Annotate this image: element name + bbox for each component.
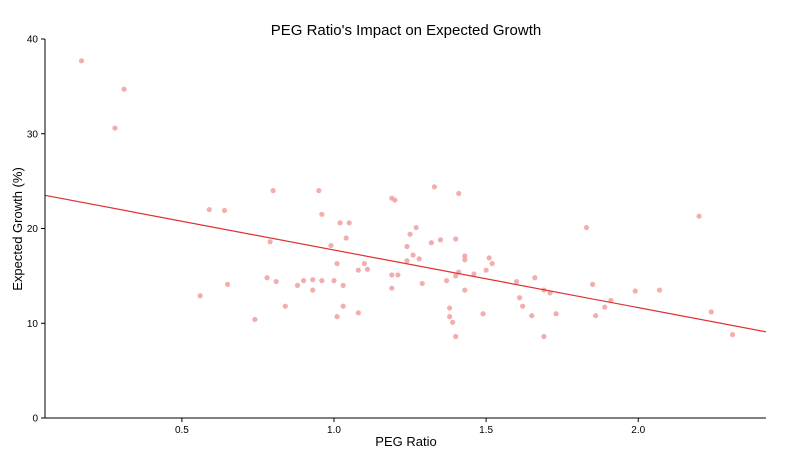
data-point [364,266,371,272]
data-point [486,255,492,261]
data-point [589,281,596,288]
data-point [407,231,413,237]
x-ticks: 0.5 1.0 1.5 2.0 [175,418,646,436]
data-point [300,278,307,284]
data-point [361,260,368,267]
y-tick-label: 40 [27,35,39,46]
data-point [513,278,520,285]
data-point [404,243,410,250]
data-point [529,313,535,319]
data-point [453,273,459,279]
data-point [273,278,279,285]
data-point [319,278,325,284]
data-point [340,303,346,309]
data-point [331,278,337,284]
x-tick-label: 1.0 [327,425,341,436]
data-point [541,333,547,340]
data-point [389,285,395,291]
y-tick-label: 30 [27,129,39,140]
data-point [404,258,410,264]
data-point [447,305,453,311]
data-point [310,277,316,283]
data-point [328,242,334,249]
data-point [553,311,559,317]
data-point [593,313,599,319]
data-point [480,311,486,317]
data-point [270,188,276,194]
data-point [520,303,526,309]
data-point [224,281,231,288]
data-point [346,220,352,226]
points-layer [78,58,736,340]
data-point [443,278,450,284]
data-point [282,303,288,309]
data-point [206,206,212,213]
data-point [316,188,322,194]
y-ticks: 0 10 20 30 40 [27,35,45,425]
data-point [340,282,346,288]
data-point [516,295,523,301]
data-point [334,260,340,267]
data-point [602,304,608,310]
data-point [437,237,444,243]
data-point [729,332,736,338]
data-point [121,86,127,92]
data-point [413,224,419,231]
data-point [355,267,361,273]
data-point [267,239,273,245]
data-point [708,309,714,315]
regression-layer [44,194,767,333]
x-tick-label: 2.0 [631,425,645,436]
data-point [410,252,416,258]
y-tick-label: 10 [27,319,39,330]
y-axis-label: Expected Growth (%) [10,167,25,291]
data-point [462,257,468,263]
data-point [462,287,468,293]
data-point [416,256,422,262]
data-point [319,211,325,217]
data-point [532,275,538,281]
data-point [294,282,301,288]
data-point [419,280,425,287]
y-tick-label: 0 [32,414,38,425]
chart-title: PEG Ratio's Impact on Expected Growth [271,22,541,39]
data-point [337,220,343,226]
data-point [389,272,395,278]
data-point [489,260,495,267]
data-point [656,287,663,293]
data-point [471,271,477,277]
data-point [456,190,462,197]
data-point [395,272,401,278]
data-point [431,184,438,190]
data-point [252,316,258,323]
regression-line [44,194,767,333]
data-point [392,197,398,203]
data-point [453,236,459,242]
data-point [355,310,361,316]
data-point [197,293,203,299]
data-point [483,267,489,273]
data-point [343,235,349,241]
x-axis-label: PEG Ratio [375,434,436,449]
data-point [428,240,434,246]
data-point [450,319,456,325]
data-point [462,253,468,259]
data-point [264,275,270,281]
data-point [112,125,118,131]
data-point [696,213,702,219]
data-point [453,333,459,340]
data-point [334,314,340,320]
x-tick-label: 1.5 [479,425,493,436]
data-point [447,314,453,320]
data-point [221,207,228,214]
data-point [583,224,590,231]
x-tick-label: 0.5 [175,425,189,436]
y-tick-label: 20 [27,224,39,235]
data-point [632,288,638,294]
data-point [78,58,85,64]
data-point [310,287,316,293]
